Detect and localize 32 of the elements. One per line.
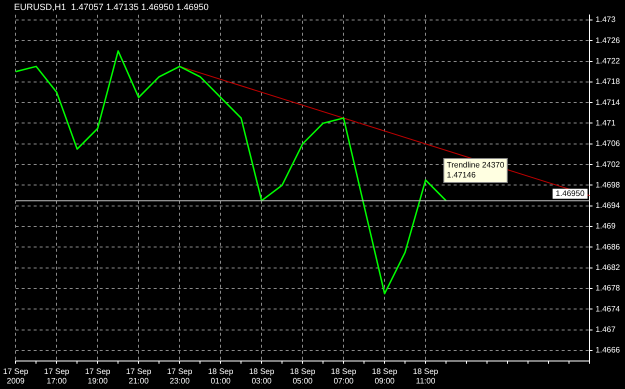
x-tick-label: 17 Sep 23:00 (166, 366, 193, 386)
x-tick-label: 18 Sep 09:00 (372, 366, 398, 386)
y-tick-label: 1.4718 (596, 77, 621, 86)
y-tick-label: 1.467 (596, 325, 616, 334)
y-tick-label: 1.473 (596, 15, 616, 24)
y-tick-label: 1.4674 (596, 304, 621, 314)
x-tick-label: 18 Sep 03:00 (248, 366, 275, 386)
y-tick-label: 1.4726 (596, 36, 621, 45)
y-tick-label: 1.4722 (596, 56, 621, 66)
y-tick-label: 1.4714 (596, 98, 621, 107)
y-tick-label: 1.4682 (596, 263, 621, 272)
x-tick-label: 17 Sep 2009 (3, 366, 29, 386)
annotation: Trendline 24370 (446, 160, 505, 170)
y-tick-label: 1.469 (596, 222, 616, 231)
x-tick-label: 17 Sep 17:00 (44, 366, 70, 386)
x-tick-label: 18 Sep 07:00 (330, 366, 357, 386)
y-tick-label: 1.471 (596, 118, 616, 128)
x-tick-label: 17 Sep 19:00 (84, 366, 111, 386)
x-tick-label: 18 Sep 11:00 (412, 366, 439, 386)
y-tick-label: 1.4702 (596, 160, 621, 169)
y-tick-label: 1.4678 (596, 284, 621, 293)
y-tick-label: 1.4686 (596, 242, 621, 252)
y-tick-label: 1.4698 (596, 180, 621, 190)
x-tick-label: 18 Sep 01:00 (208, 366, 234, 386)
ref-line-label: 1.46950 (556, 188, 586, 198)
y-tick-label: 1.4666 (596, 346, 621, 355)
chart-title: EURUSD,H1 1.47057 1.47135 1.46950 1.46950 (14, 2, 209, 12)
x-tick-label: 18 Sep 05:00 (290, 366, 316, 386)
x-tick-label: 17 Sep 21:00 (126, 366, 152, 386)
annotation: 1.47146 (446, 170, 476, 180)
y-tick-label: 1.4706 (596, 139, 621, 148)
y-tick-label: 1.4694 (596, 201, 621, 210)
